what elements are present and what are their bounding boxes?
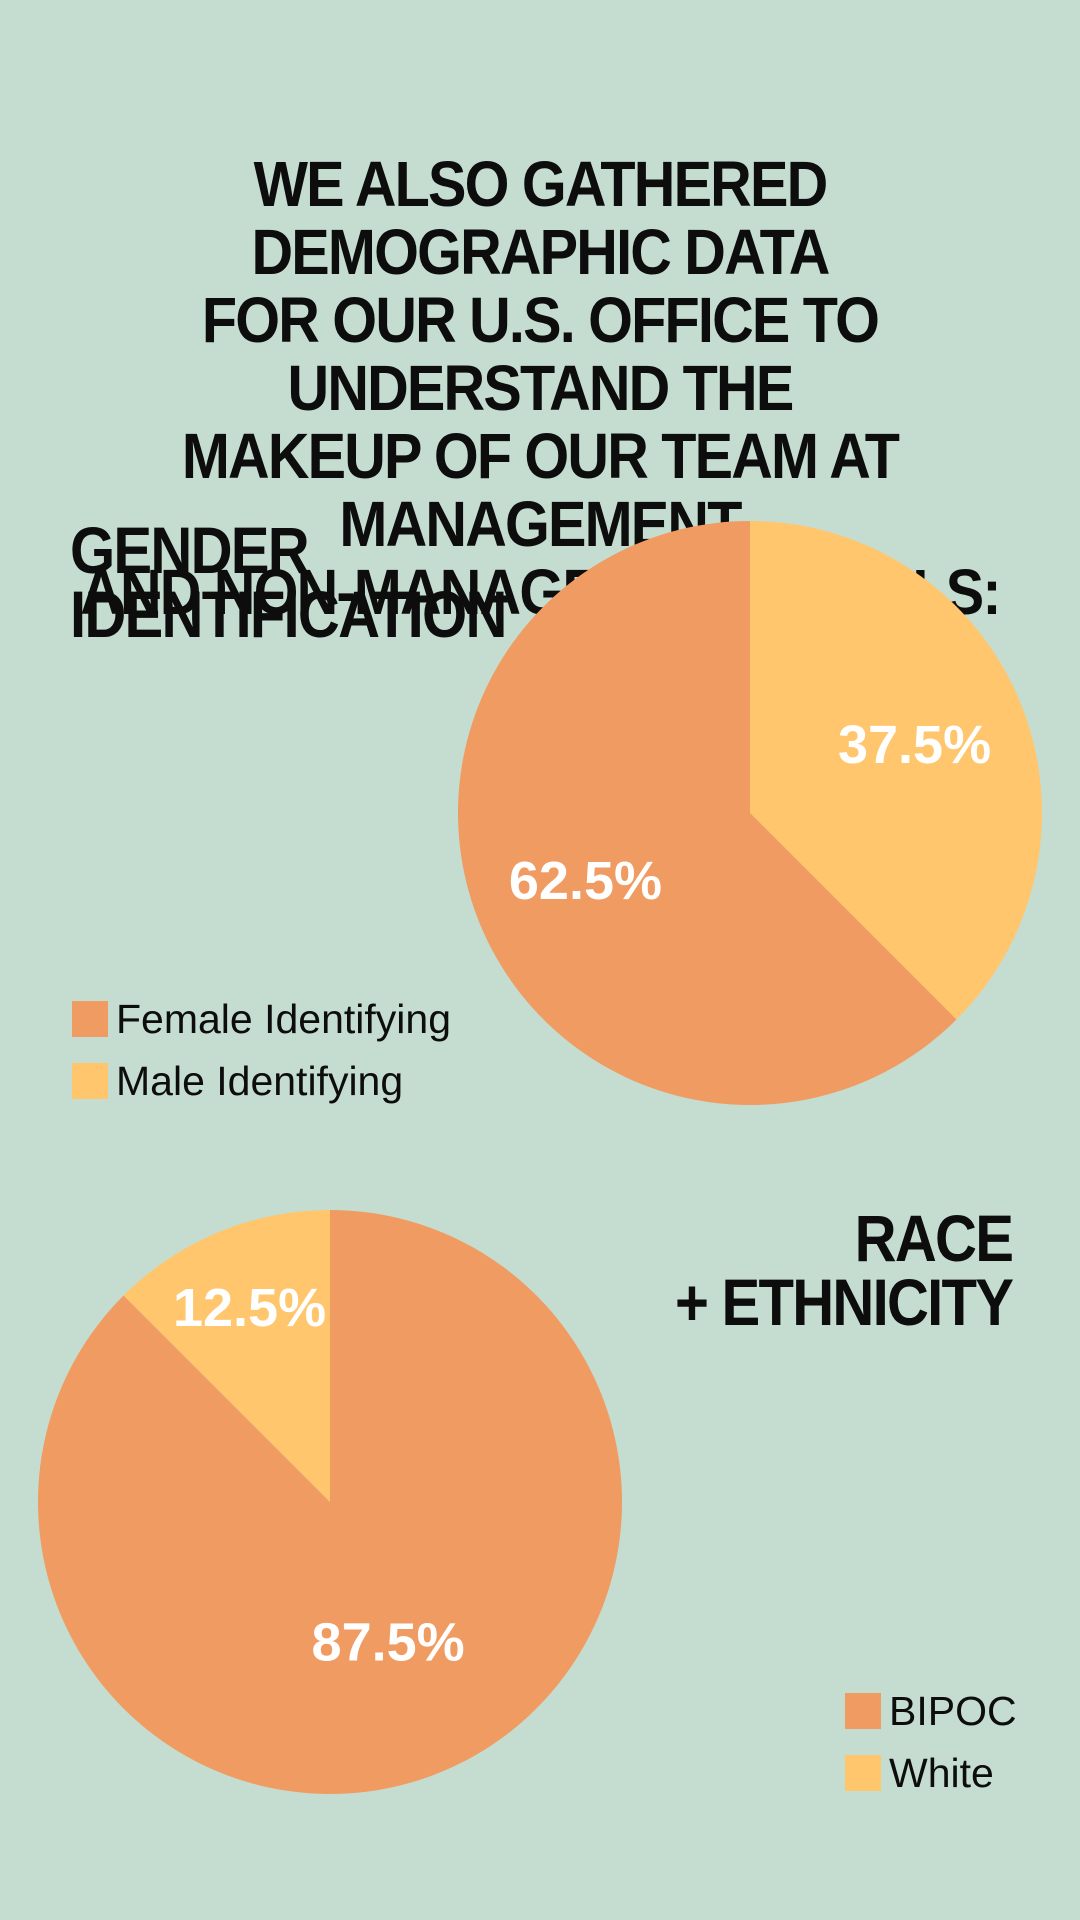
pie-label-male-identifying: 37.5% (838, 715, 991, 775)
race-section-title: RACE + ETHNICITY (629, 1201, 1014, 1339)
gender-legend: Female Identifying Male Identifying (72, 988, 451, 1112)
pie-label-bipoc: 87.5% (312, 1612, 465, 1672)
legend-item-white: White (845, 1742, 1017, 1804)
pie-label-female-identifying: 62.5% (509, 851, 662, 911)
gender-section-title: GENDER IDENTIFICATION (70, 513, 565, 651)
headline-line-2: FOR OUR U.S. OFFICE TO UNDERSTAND THE (201, 284, 880, 424)
pie-slice-male-identifying (750, 521, 1042, 1020)
headline: WE ALSO GATHERED DEMOGRAPHIC DATA FOR OU… (20, 150, 1060, 626)
legend-item-bipoc: BIPOC (845, 1680, 1017, 1742)
legend-label-white: White (889, 1749, 994, 1796)
race-title-line-2: + ETHNICITY (674, 1265, 1014, 1339)
legend-swatch-female (72, 1001, 108, 1037)
legend-label-female: Female Identifying (116, 995, 452, 1042)
headline-line-3: MAKEUP OF OUR TEAM AT MANAGEMENT (181, 420, 900, 560)
legend-label-male: Male Identifying (116, 1057, 404, 1104)
legend-item-male: Male Identifying (72, 1050, 451, 1112)
race-title-line-1: RACE (854, 1201, 1013, 1275)
legend-swatch-male (72, 1063, 108, 1099)
headline-line-1: WE ALSO GATHERED DEMOGRAPHIC DATA (251, 148, 830, 288)
gender-title-line-1: GENDER (70, 513, 310, 587)
legend-swatch-bipoc (845, 1693, 881, 1729)
legend-swatch-white (845, 1755, 881, 1791)
race-pie-chart: 87.5% 12.5% (37, 1210, 623, 1794)
legend-label-bipoc: BIPOC (889, 1687, 1017, 1734)
race-legend: BIPOC White (845, 1680, 1017, 1804)
pie-slice-female-identifying (458, 521, 957, 1105)
gender-title-line-2: IDENTIFICATION (70, 577, 507, 651)
pie-label-white: 12.5% (173, 1278, 326, 1338)
pie-slice-white (123, 1210, 331, 1502)
gender-pie-chart: 37.5% 62.5% (458, 521, 1042, 1105)
legend-item-female: Female Identifying (72, 988, 451, 1050)
